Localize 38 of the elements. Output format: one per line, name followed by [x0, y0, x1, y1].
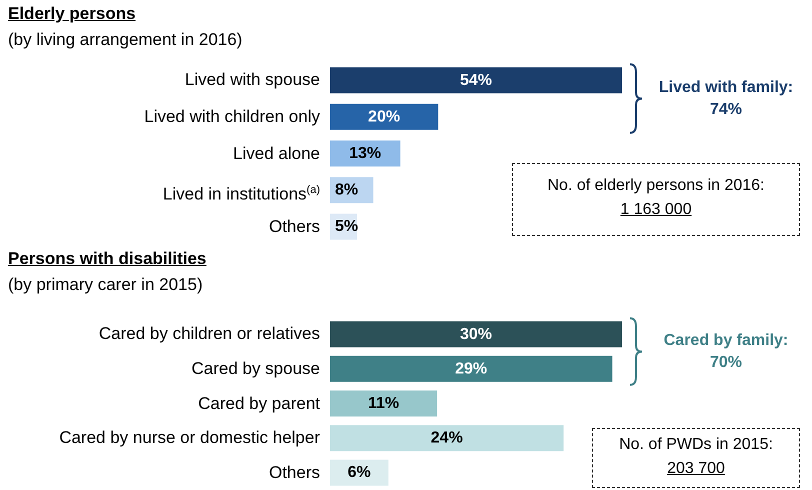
- y-tick-label: Cared by children or relatives: [98, 324, 320, 344]
- bar: [330, 425, 564, 452]
- y-tick-label: Cared by nurse or domestic helper: [59, 428, 320, 448]
- y-tick-label: Others: [268, 462, 320, 483]
- annotation: 1 163 000: [620, 201, 692, 218]
- data-label: 30%: [460, 326, 492, 343]
- y-tick-label: Lived in institutions$^{(a)}$: [162, 183, 320, 205]
- bar: [330, 460, 388, 486]
- text: (by living arrangement in 2016): [8, 30, 242, 50]
- dashed-box: No. of elderly persons in 2016: 1 163 000: [512, 163, 800, 236]
- annotation: No. of elderly persons in 2016:: [546, 176, 766, 196]
- text: Cared by family: 70%: [662, 330, 790, 373]
- data-label: 13%: [349, 145, 382, 162]
- text: Lived with family: 74%: [658, 78, 794, 120]
- bar: [330, 390, 438, 416]
- data-label: 24%: [430, 430, 463, 447]
- bar: [330, 321, 622, 348]
- data-label: 5%: [335, 218, 358, 236]
- data-label: 29%: [455, 360, 488, 378]
- text: Persons with disabilities: [8, 249, 206, 269]
- data-label: 54%: [460, 72, 492, 89]
- bar: [330, 104, 438, 130]
- y-tick-label: Lived with spouse: [184, 70, 320, 90]
- bar: [330, 67, 622, 94]
- dashed-box: No. of PWDs in 2015: 203 700: [592, 428, 800, 488]
- y-tick-label: Cared by spouse: [191, 358, 320, 379]
- text: (by primary carer in 2015): [8, 275, 203, 295]
- y-tick-label: Lived with children only: [144, 106, 320, 127]
- y-tick-label: Others: [268, 216, 320, 237]
- bar: [330, 356, 612, 382]
- text: Elderly persons: [8, 4, 136, 24]
- data-label: 6%: [348, 464, 371, 482]
- data-label: 11%: [368, 395, 400, 412]
- annotation: No. of PWDs in 2015:: [618, 435, 774, 455]
- y-tick-label: Cared by parent: [198, 394, 320, 414]
- data-label: 8%: [335, 182, 358, 199]
- data-label: 20%: [368, 108, 400, 126]
- y-tick-label: Lived alone: [233, 144, 320, 164]
